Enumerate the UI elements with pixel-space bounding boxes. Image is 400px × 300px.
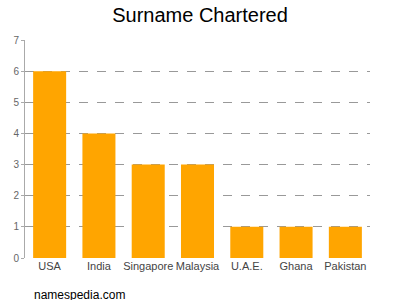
svg-text:Pakistan: Pakistan	[324, 260, 366, 272]
svg-text:7: 7	[13, 35, 19, 46]
svg-text:India: India	[87, 260, 112, 272]
svg-text:namespedia.com: namespedia.com	[34, 288, 125, 300]
svg-text:USA: USA	[38, 260, 61, 272]
svg-text:Ghana: Ghana	[280, 260, 314, 272]
svg-text:1: 1	[13, 221, 19, 232]
svg-text:3: 3	[13, 159, 19, 170]
svg-text:Surname Chartered: Surname Chartered	[112, 4, 288, 26]
svg-text:2: 2	[13, 190, 19, 201]
svg-text:6: 6	[13, 66, 19, 77]
svg-text:U.A.E.: U.A.E.	[231, 260, 263, 272]
svg-text:Singapore: Singapore	[123, 260, 173, 272]
svg-text:0: 0	[13, 253, 19, 264]
svg-text:Malaysia: Malaysia	[176, 260, 220, 272]
svg-text:4: 4	[13, 128, 19, 139]
svg-text:5: 5	[13, 97, 19, 108]
